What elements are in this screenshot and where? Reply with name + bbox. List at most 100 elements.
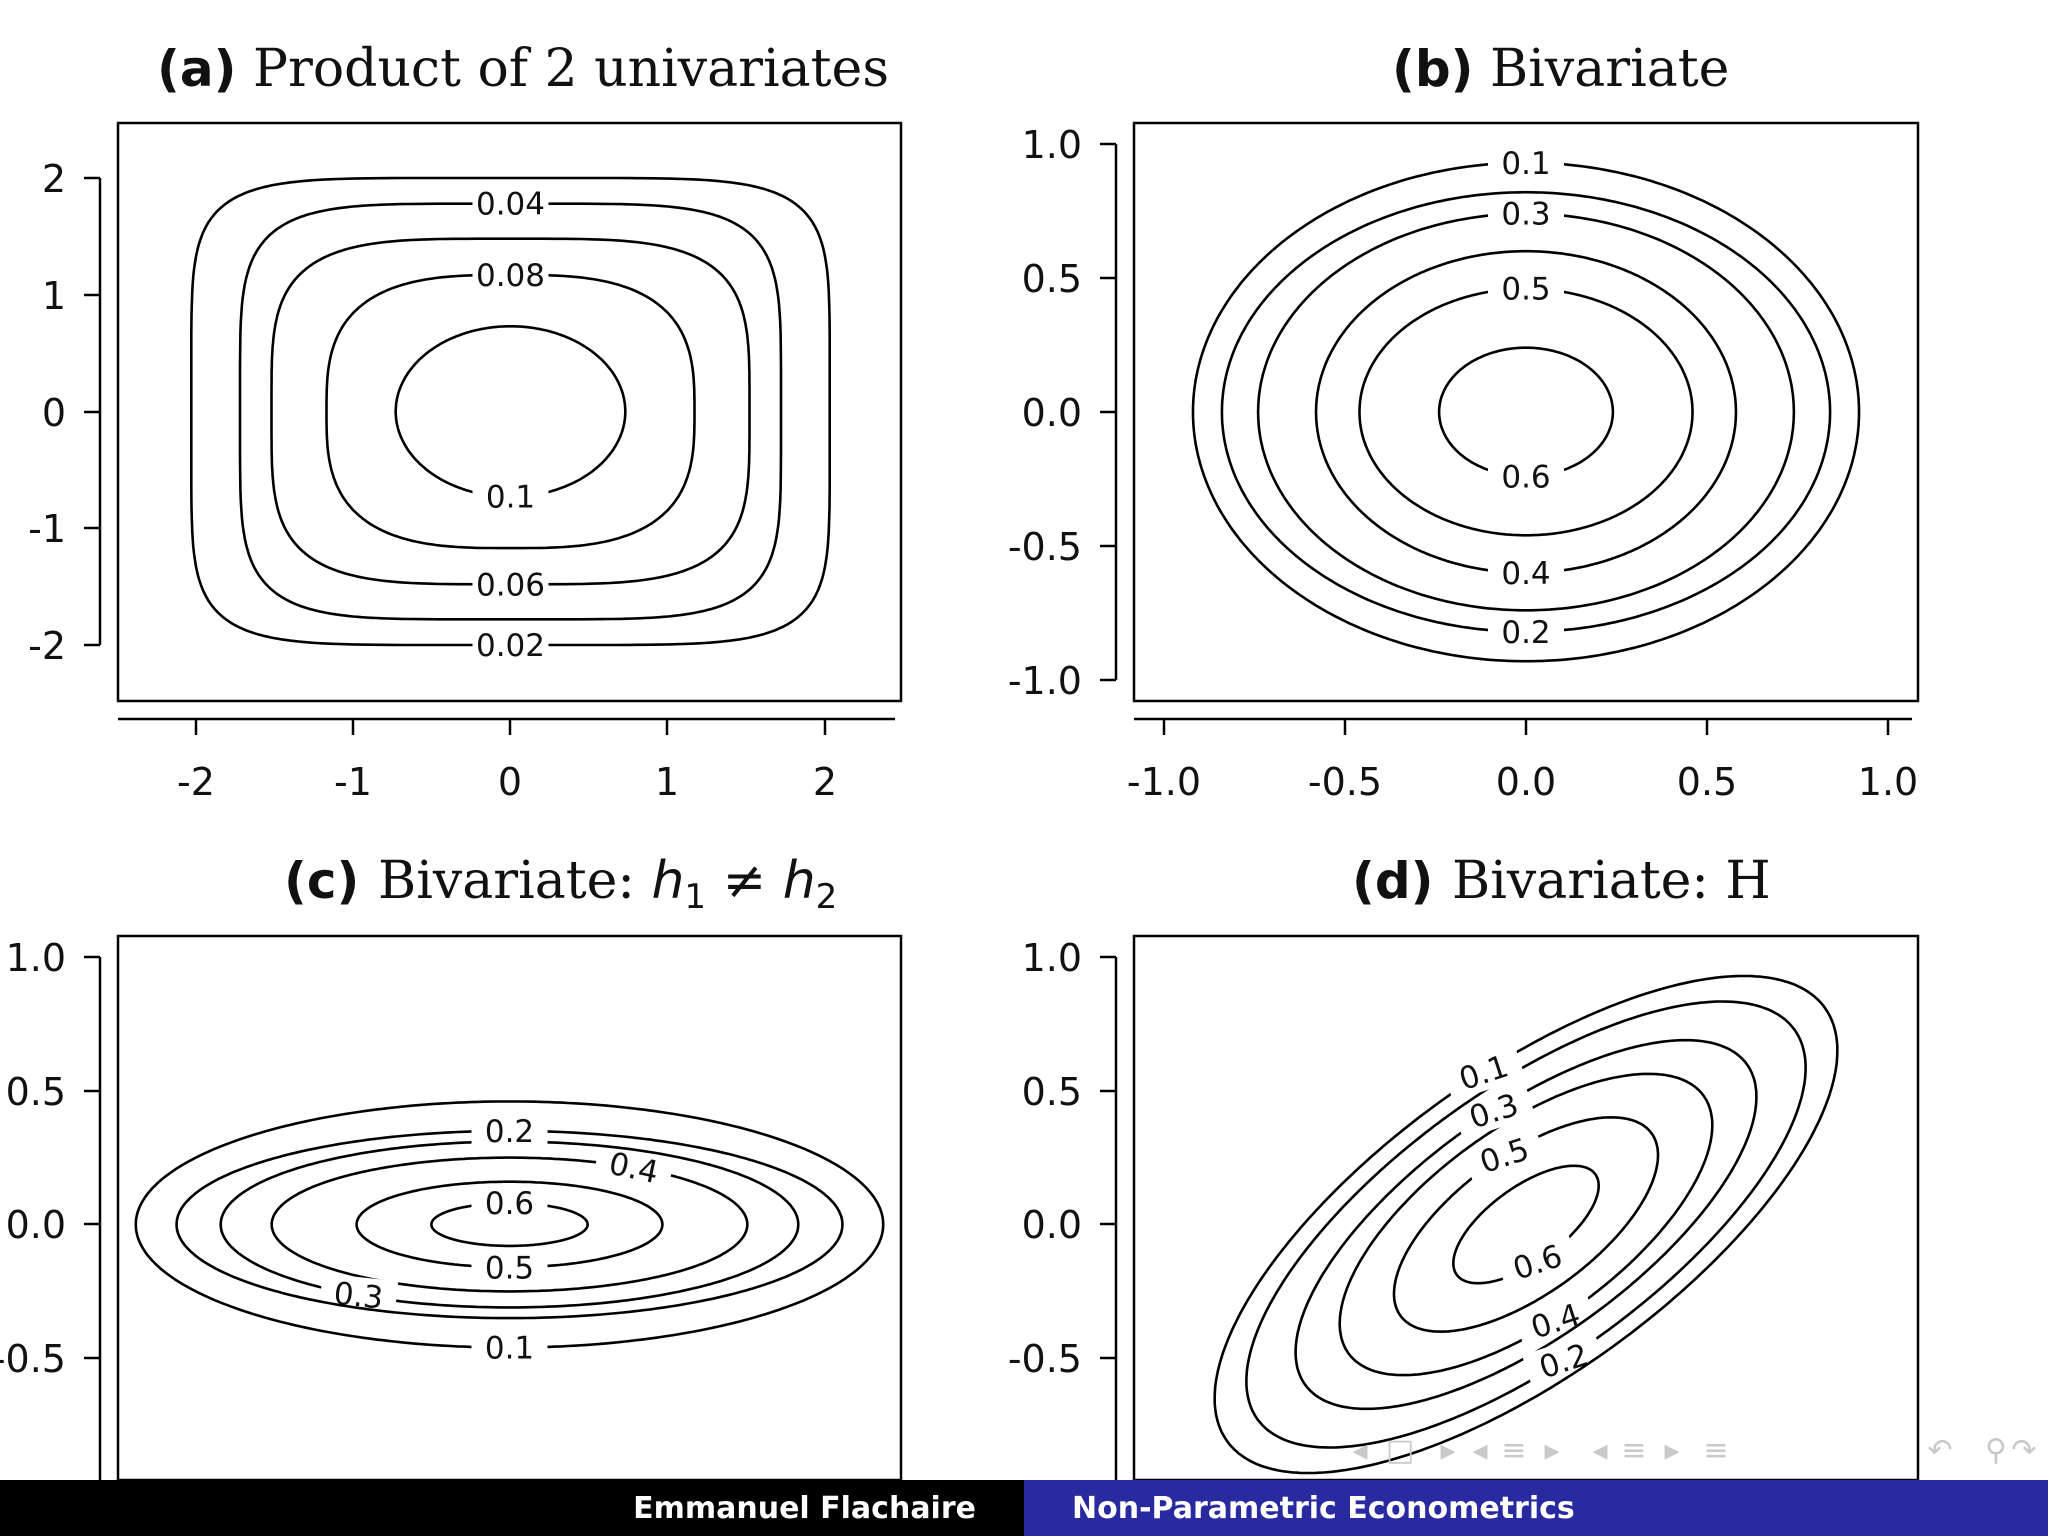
contour-line xyxy=(394,325,627,498)
contour-label-gap xyxy=(471,1329,548,1366)
x-tick-label: 1 xyxy=(655,760,679,804)
panel-c-sub1: 1 xyxy=(684,877,706,917)
contour-line xyxy=(238,202,783,621)
beamer-navigation-bar: ◂ □ ▸ ◂ ≡ ▸ ◂ ≡ ▸ ≡ ↶ ⚲ ↷ xyxy=(1352,1433,2036,1468)
contour-label-gap xyxy=(1521,1331,1606,1390)
panel-c-sub2: 2 xyxy=(816,877,838,917)
frame-next-icon[interactable]: ▸ xyxy=(1440,1433,1455,1468)
figure-canvas: (a) Product of 2 univariates 2 1 0 -1 -2 -2 -1… xyxy=(0,39,2037,1480)
x-tick-label: -1 xyxy=(334,760,372,804)
undo-icon[interactable]: ↶ xyxy=(1927,1433,1952,1468)
contour-label: 0.1 xyxy=(486,480,535,516)
panel-c-title-main: Bivariate: xyxy=(378,851,651,911)
panel-a-contours: 0.1 0.08 0.06 0.04 0.02 xyxy=(190,176,831,664)
contour-line xyxy=(175,1129,844,1320)
footer-author: Emmanuel Flachaire xyxy=(633,1490,976,1526)
contour-label-gap xyxy=(1488,554,1564,591)
x-tick-label: -1.0 xyxy=(1127,760,1201,804)
x-tick-label: 1.0 xyxy=(1858,760,1918,804)
x-tick-label: 0.5 xyxy=(1677,760,1737,804)
contour-line xyxy=(1213,974,1839,1475)
contour-line xyxy=(1294,1038,1758,1411)
y-tick-label: 0.0 xyxy=(1022,1203,1082,1247)
panel-b-title: Bivariate xyxy=(1490,39,1729,99)
contour-line xyxy=(430,1201,589,1248)
redo-icon[interactable]: ↷ xyxy=(2011,1433,2036,1468)
y-tick-label: -0.5 xyxy=(1008,1337,1082,1381)
panel-c-axes: 1.0 0.5 0.0 -0.5 xyxy=(0,936,102,1480)
contour-label: 0.2 xyxy=(485,1114,534,1150)
panel-c-neq: ≠ xyxy=(706,851,783,911)
panel-c-h2: h xyxy=(783,851,816,911)
panel-d-label: (d) xyxy=(1352,852,1434,910)
contour-line xyxy=(1245,1000,1807,1449)
contour-label-gap xyxy=(472,185,549,222)
y-tick-label: 0.5 xyxy=(1022,257,1082,301)
panel-b-contours: 0.6 0.5 0.4 0.3 0.2 0.1 xyxy=(1191,144,1861,663)
panel-b-plot-frame xyxy=(1132,121,1920,703)
contour-label: 0.6 xyxy=(1501,459,1550,495)
contour-label: 0.08 xyxy=(476,258,545,294)
contour-line xyxy=(1191,161,1861,663)
footer-course-box: Non-Parametric Econometrics xyxy=(1024,1480,2048,1536)
search-icon[interactable]: ⚲ xyxy=(1985,1433,2007,1468)
x-tick-label: -0.5 xyxy=(1308,760,1382,804)
panel-a-title: Product of 2 univariates xyxy=(253,39,889,99)
contour-line xyxy=(1220,190,1832,634)
contour-label: 0.6 xyxy=(485,1186,534,1222)
y-tick-label: -0.5 xyxy=(1008,525,1082,569)
contour-label: 0.06 xyxy=(476,567,545,603)
frame-prev-icon[interactable]: ◂ xyxy=(1352,1433,1367,1468)
panel-b: (b) Bivariate 1.0 0.5 0.0 -0.5 -1.0 -1.0 -0.5 0… xyxy=(1008,39,1920,804)
y-tick-label: 0.5 xyxy=(1022,1070,1082,1114)
subsection-next-icon[interactable]: ▸ xyxy=(1664,1433,1679,1468)
y-tick-label: 2 xyxy=(42,157,66,201)
contour-label: 0.4 xyxy=(1501,556,1550,592)
frame-icon[interactable]: □ xyxy=(1386,1433,1414,1468)
contour-label-gap xyxy=(472,566,549,603)
y-tick-label: 0.0 xyxy=(1022,391,1082,435)
contour-line xyxy=(1437,346,1615,478)
contour-label: 0.04 xyxy=(476,187,545,223)
panel-d-axes: 1.0 0.5 0.0 -0.5 xyxy=(1008,936,1118,1480)
section-prev-icon[interactable]: ◂ xyxy=(1472,1433,1487,1468)
panel-a-plot-frame xyxy=(116,121,903,703)
y-tick-label: 1.0 xyxy=(6,936,66,980)
contour-line xyxy=(1392,1115,1660,1334)
contour-line xyxy=(190,176,831,647)
contour-label-gap xyxy=(1462,1126,1547,1185)
contour-label-gap xyxy=(1488,613,1564,650)
x-tick-label: 0 xyxy=(498,760,522,804)
subsection-icon[interactable]: ≡ xyxy=(1621,1433,1646,1468)
panel-d-title: Bivariate: H xyxy=(1452,851,1771,911)
y-tick-label: 0 xyxy=(42,391,66,435)
contour-label: 0.1 xyxy=(485,1331,534,1367)
panel-c: (c) Bivariate: h1 ≠ h2 1.00.50.0-0.5 0.6… xyxy=(0,851,903,1480)
y-tick-label: 1.0 xyxy=(1022,936,1082,980)
contour-line xyxy=(355,1180,664,1269)
y-tick-label: 1 xyxy=(42,274,66,318)
contour-label: 0.5 xyxy=(485,1250,534,1286)
y-tick-label: 0.5 xyxy=(6,1070,66,1114)
footer-author-box: Emmanuel Flachaire xyxy=(0,1480,1024,1536)
contour-label: 0.3 xyxy=(1501,197,1550,233)
contour-label-gap xyxy=(1513,1291,1598,1350)
y-tick-label: -1 xyxy=(28,507,66,551)
align-icon[interactable]: ≡ xyxy=(1703,1433,1728,1468)
contour-label-gap xyxy=(471,1249,548,1286)
contour-line xyxy=(270,237,751,586)
y-tick-label: 0.0 xyxy=(6,1203,66,1247)
contour-line xyxy=(134,1100,885,1349)
contour-line xyxy=(219,1140,800,1309)
contour-label-gap xyxy=(1488,144,1564,181)
y-tick-label: 1.0 xyxy=(1022,123,1082,167)
contour-line xyxy=(1256,212,1796,612)
subsection-prev-icon[interactable]: ◂ xyxy=(1592,1433,1607,1468)
contour-label-gap xyxy=(471,1185,548,1222)
panel-a: (a) Product of 2 univariates 2 1 0 -1 -2 -2 -1… xyxy=(28,39,903,804)
contour-label-gap xyxy=(471,1112,548,1149)
section-icon[interactable]: ≡ xyxy=(1501,1433,1526,1468)
contour-label-gap xyxy=(1451,1081,1536,1140)
section-next-icon[interactable]: ▸ xyxy=(1544,1433,1559,1468)
contour-label-gap xyxy=(592,1141,675,1193)
